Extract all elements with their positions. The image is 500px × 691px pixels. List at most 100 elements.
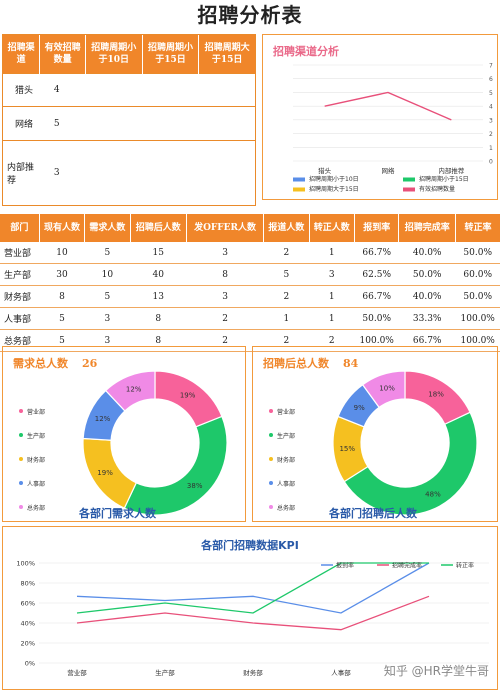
legend-label: 生产部 [277, 432, 296, 440]
legend-label: 财务部 [277, 456, 296, 464]
donut-slice [343, 411, 478, 516]
y-tick-label: 5 [489, 90, 493, 97]
legend-label: 人事部 [277, 480, 296, 488]
series-line [76, 562, 430, 614]
y-tick-label: 40% [21, 620, 35, 628]
y-tick-label: 4 [489, 104, 493, 111]
table-cell: 3 [186, 242, 264, 264]
channel-chart-panel: 招聘渠道分析 0 1 2 3 4 5 6 7 猎头 网络 内部推荐 招聘周期小于10日 招聘周期小于15… [262, 34, 498, 200]
table-cell: 5 [84, 242, 131, 264]
channel-count: 5 [39, 106, 86, 141]
table-cell: 3 [186, 285, 264, 308]
table-cell: 100.0% [455, 307, 500, 330]
legend-swatch [293, 177, 305, 182]
col-header: 招聘周期小于10日 [85, 35, 143, 73]
table-cell: 生产部 [0, 263, 40, 286]
kpi-chart-panel: 各部门招聘数据KPI 0% 20% 40% 60% 80% 100% 营业部 生产部 财务部 人事… [2, 526, 498, 690]
table-row: 人事部 5 3 8 2 1 1 50.0% 33.3% 100.0% [0, 307, 500, 330]
channel-table: 招聘渠道 有效招聘数量 招聘周期小于10日 招聘周期小于15日 招聘周期大于15… [2, 34, 256, 206]
table-cell: 30 [39, 263, 85, 286]
legend-dot [19, 505, 23, 509]
slice-label: 10% [379, 384, 395, 392]
legend-swatch [403, 187, 415, 192]
legend-dot [269, 433, 273, 437]
table-cell: 营业部 [0, 242, 40, 264]
x-tick-label: 财务部 [243, 668, 263, 677]
legend-label: 生产部 [27, 432, 46, 440]
legend-item: 财务部 [19, 447, 45, 471]
page-title: 招聘分析表 [197, 3, 303, 27]
legend-label: 营业部 [277, 408, 296, 416]
col-header: 招聘后人数 [130, 214, 187, 242]
table-row: 内部推荐 3 [3, 140, 255, 205]
channel-name: 内部推荐 [3, 140, 40, 205]
legend-item: 人事部 [269, 471, 295, 495]
x-tick-label: 生产部 [155, 668, 175, 677]
y-tick-label: 80% [21, 580, 35, 588]
slice-label: 19% [97, 469, 113, 477]
post-total-value: 84 [343, 357, 359, 370]
table-cell: 33.3% [398, 307, 456, 330]
table-cell: 62.5% [354, 263, 399, 286]
donut-slice [123, 415, 228, 516]
demand-total-label: 需求总人数 [13, 357, 68, 370]
y-tick-label: 20% [21, 640, 35, 648]
col-header: 现有人数 [39, 214, 86, 242]
col-header: 转正人数 [309, 214, 355, 242]
legend-item: 人事部 [19, 471, 45, 495]
table-cell: 2 [186, 307, 264, 330]
table-cell: 50.0% [455, 242, 500, 264]
channel-name: 猎头 [3, 72, 40, 107]
table-cell: 5 [84, 285, 131, 308]
series-line-有效招聘数量 [324, 91, 452, 121]
y-tick-label: 6 [489, 76, 493, 83]
legend-swatch [403, 177, 415, 182]
channel-count: 4 [39, 72, 86, 107]
col-header: 招聘完成率 [398, 214, 456, 242]
table-cell: 15 [130, 242, 187, 264]
col-header: 招聘周期小于15日 [142, 35, 200, 73]
demand-donut-footer: 各部门需求人数 [79, 507, 156, 520]
table-row: 网络 5 [3, 106, 255, 141]
post-donut-chart: 18% 48% 15% 9% 10% [332, 370, 478, 516]
legend-label: 营业部 [27, 408, 46, 416]
slice-label: 9% [354, 404, 365, 412]
kpi-chart: 0% 20% 40% 60% 80% 100% 营业部 生产部 财务部 人事部 报到率 招聘完成率 转正… [16, 560, 489, 677]
slice-label: 12% [126, 386, 142, 394]
demand-legend: 营业部 生产部 财务部 人事部 总务部 [19, 399, 45, 519]
table-cell: 50.0% [398, 263, 456, 286]
table-cell: 2 [263, 242, 310, 264]
col-header: 招聘周期大于15日 [198, 35, 255, 73]
x-tick-label: 营业部 [67, 668, 87, 677]
legend-dot [19, 433, 23, 437]
table-cell: 3 [309, 263, 355, 286]
channel-name: 网络 [3, 106, 40, 141]
watermark: 知乎 @HR学堂牛哥 [383, 664, 489, 678]
legend-dot [269, 505, 273, 509]
y-tick-label: 7 [489, 63, 493, 70]
legend-label: 招聘周期大于15日 [309, 185, 359, 193]
table-cell: 1 [309, 242, 355, 264]
table-cell: 1 [309, 307, 355, 330]
y-tick-label: 60% [21, 600, 35, 608]
y-tick-label: 2 [489, 131, 493, 138]
legend-dot [269, 409, 273, 413]
demand-total-value: 26 [82, 357, 98, 370]
table-cell: 8 [186, 263, 264, 286]
x-tick-label: 内部推荐 [438, 166, 465, 175]
series-line [76, 595, 430, 631]
table-cell: 40.0% [398, 285, 456, 308]
table-cell: 10 [39, 242, 85, 264]
post-donut-footer: 各部门招聘后人数 [329, 507, 417, 520]
y-tick-label: 3 [489, 117, 493, 124]
legend-item: 财务部 [269, 447, 295, 471]
legend-label: 有效招聘数量 [419, 185, 455, 193]
table-cell: 60.0% [455, 263, 500, 286]
table-cell: 8 [39, 285, 85, 308]
demand-donut-chart: 19% 38% 19% 12% 12% [82, 370, 228, 516]
slice-label: 15% [339, 445, 355, 453]
col-header: 报到率 [354, 214, 400, 242]
legend-label: 招聘周期小于10日 [309, 175, 359, 183]
post-legend: 营业部 生产部 财务部 人事部 总务部 [269, 399, 295, 519]
legend-item: 营业部 [19, 399, 45, 423]
